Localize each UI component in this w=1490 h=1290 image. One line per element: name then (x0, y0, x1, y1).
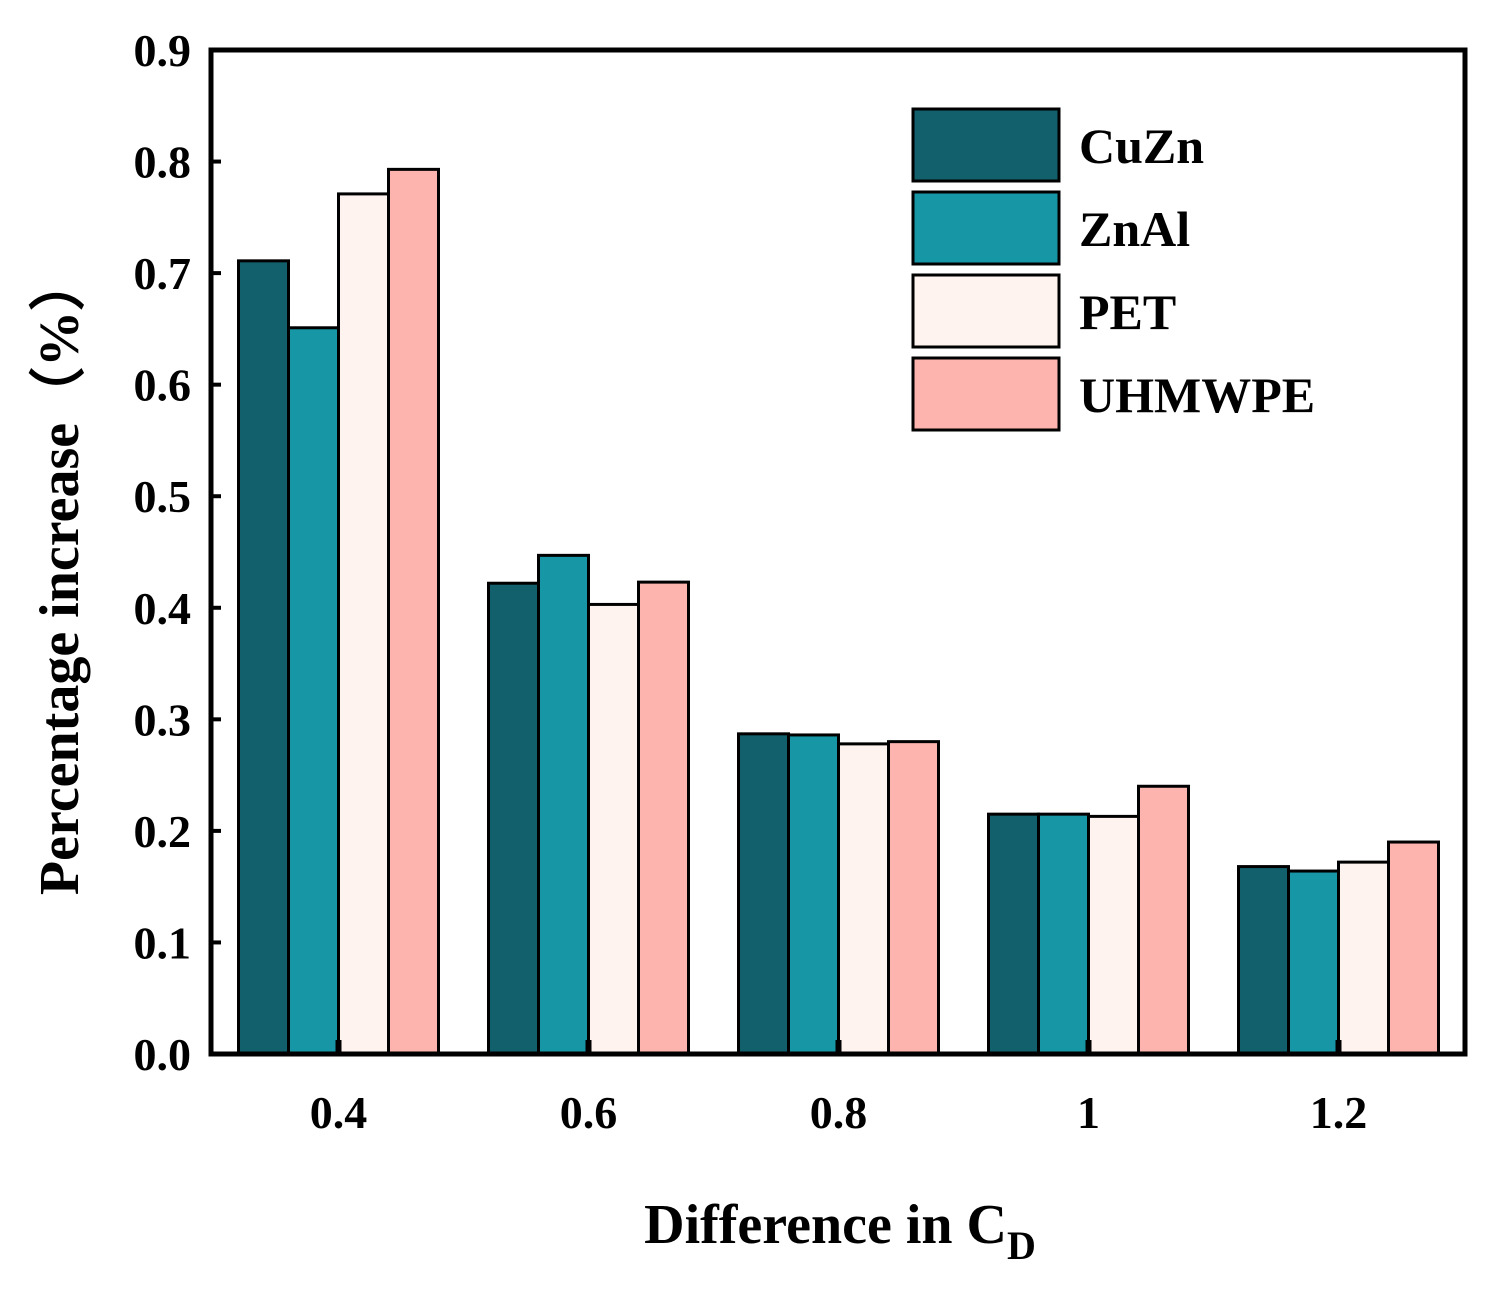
x-tick-label-0.8: 0.8 (810, 1087, 868, 1138)
legend-swatch-znal (911, 190, 1061, 266)
bar-znal-0.8 (787, 733, 840, 1056)
y-tick-label-0.1: 0.1 (134, 917, 192, 968)
y-tick-label-0.6: 0.6 (134, 360, 192, 411)
bar-cuzn-0.4 (237, 259, 290, 1056)
x-tick-label-0.6: 0.6 (560, 1087, 618, 1138)
bar-uhmwpe-1 (1137, 784, 1190, 1056)
legend-label-pet: PET (1079, 284, 1176, 340)
bar-pet-1.2 (1337, 860, 1390, 1056)
x-axis-label-subscript: D (1007, 1223, 1036, 1268)
legend-label-znal: ZnAl (1079, 201, 1190, 257)
x-tick-label-1.2: 1.2 (1310, 1087, 1368, 1138)
y-tick-label-0.3: 0.3 (134, 694, 192, 745)
bar-cuzn-0.6 (487, 581, 540, 1056)
y-tick-label-0.9: 0.9 (134, 25, 192, 76)
y-tick-label-0.8: 0.8 (134, 137, 192, 188)
y-tick-label-0.7: 0.7 (134, 248, 192, 299)
bars-layer (237, 167, 1440, 1056)
y-tick-label-0.5: 0.5 (134, 471, 192, 522)
bar-uhmwpe-1.2 (1387, 840, 1440, 1056)
x-axis-label: Difference in CD (644, 1194, 1036, 1268)
x-tick-labels: 0.4 0.6 0.8 1 1.2 (310, 1087, 1368, 1138)
x-tick-label-0.4: 0.4 (310, 1087, 368, 1138)
y-tick-label-0.2: 0.2 (134, 806, 192, 857)
y-tick-labels: 0.0 0.1 0.2 0.3 0.4 0.5 0.6 0.7 0.8 0.9 (134, 25, 192, 1080)
bar-uhmwpe-0.4 (387, 167, 440, 1056)
bar-pet-1 (1087, 814, 1140, 1056)
legend-swatch-pet (911, 273, 1061, 349)
legend-swatch-uhmwpe (911, 356, 1061, 432)
bar-znal-0.4 (287, 326, 340, 1056)
bar-znal-1.2 (1287, 869, 1340, 1056)
bar-pet-0.6 (587, 602, 640, 1056)
legend-label-cuzn: CuZn (1079, 118, 1204, 174)
y-tick-label-0.4: 0.4 (134, 583, 192, 634)
bar-cuzn-1.2 (1237, 865, 1290, 1056)
y-tick-label-0.0: 0.0 (134, 1029, 192, 1080)
bar-pet-0.8 (837, 742, 890, 1056)
legend-swatch-cuzn (911, 107, 1061, 183)
axes-layer (208, 47, 1468, 1057)
x-tick-label-1: 1 (1077, 1087, 1100, 1138)
bar-pet-0.4 (337, 192, 390, 1056)
bar-cuzn-0.8 (737, 732, 790, 1056)
bar-znal-0.6 (537, 553, 590, 1056)
bar-uhmwpe-0.8 (887, 740, 940, 1056)
bar-cuzn-1 (987, 812, 1040, 1056)
legend: CuZn ZnAl PET UHMWPE (911, 107, 1315, 432)
bar-znal-1 (1037, 812, 1090, 1056)
y-axis-label: Percentage increase（%） (28, 255, 91, 895)
bar-uhmwpe-0.6 (637, 580, 690, 1056)
legend-label-uhmwpe: UHMWPE (1079, 367, 1315, 423)
x-axis-label-main: Difference in C (644, 1194, 1007, 1256)
